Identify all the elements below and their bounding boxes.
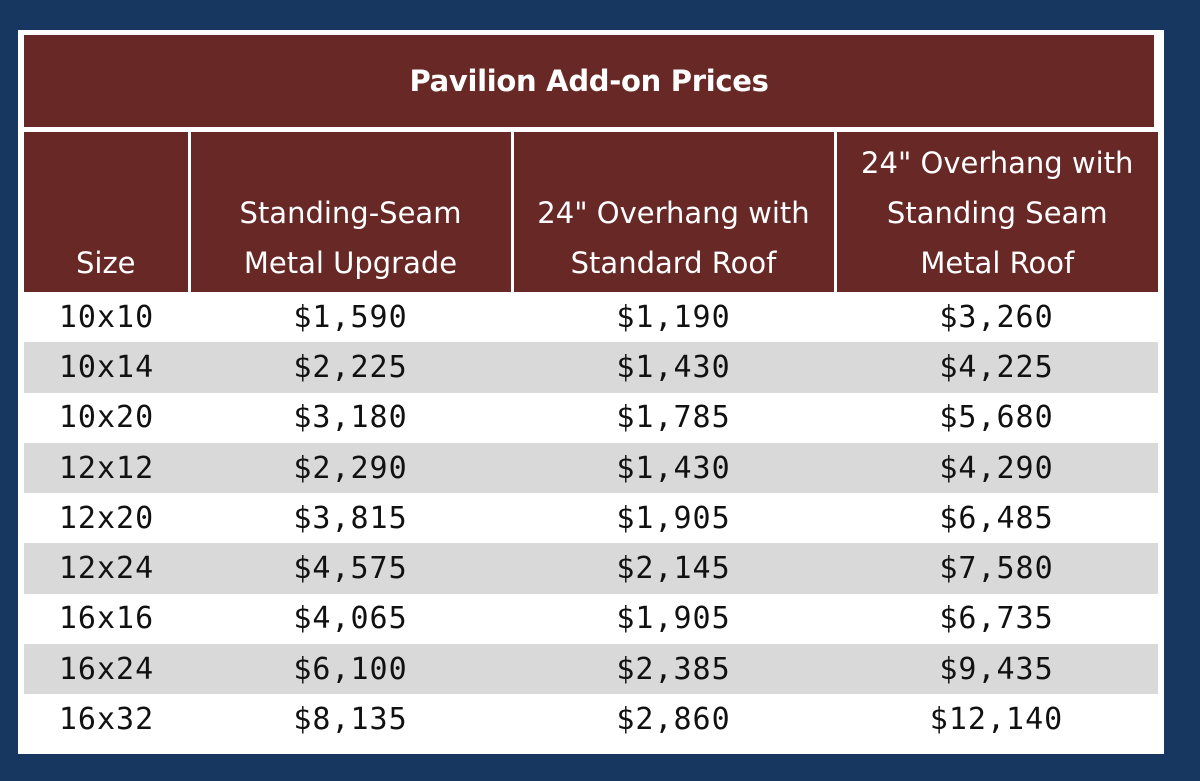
table-row: 16x32 $8,135 $2,860 $12,140	[24, 694, 1158, 745]
cell-overhang-metal-price: $6,485	[835, 493, 1158, 544]
cell-standing-seam-price: $8,135	[189, 694, 512, 745]
header-b-line-2: Standard Roof	[570, 246, 777, 280]
cell-size: 10x14	[24, 342, 189, 393]
cell-size: 16x24	[24, 644, 189, 695]
table-row: 12x20 $3,815 $1,905 $6,485	[24, 493, 1158, 544]
cell-standing-seam-price: $4,065	[189, 593, 512, 645]
cell-standing-seam-price: $2,290	[189, 442, 512, 494]
table-row: 10x10 $1,590 $1,190 $3,260	[24, 292, 1158, 343]
cell-standing-seam-price: $4,575	[189, 543, 512, 594]
cell-size: 16x32	[24, 694, 189, 745]
header-size: Size	[24, 132, 189, 292]
header-c-line-2: Standing Seam	[886, 196, 1108, 230]
cell-size: 16x16	[24, 593, 189, 645]
header-overhang-standard: 24" Overhang with Standard Roof	[510, 132, 835, 292]
cell-overhang-metal-price: $3,260	[835, 292, 1158, 343]
cell-overhang-standard-price: $1,430	[512, 342, 835, 393]
cell-overhang-standard-price: $2,145	[512, 543, 835, 594]
cell-overhang-metal-price: $7,580	[835, 543, 1158, 594]
table-row: 10x20 $3,180 $1,785 $5,680	[24, 392, 1158, 443]
cell-overhang-standard-price: $1,190	[512, 292, 835, 343]
header-a-line-1: Standing-Seam	[239, 196, 462, 230]
cell-overhang-standard-price: $1,905	[512, 593, 835, 645]
cell-overhang-standard-price: $2,860	[512, 694, 835, 745]
cell-overhang-standard-price: $1,785	[512, 392, 835, 443]
table-body: 10x10 $1,590 $1,190 $3,260 10x14 $2,225 …	[24, 292, 1158, 745]
cell-standing-seam-price: $6,100	[189, 644, 512, 695]
cell-overhang-metal-price: $9,435	[835, 644, 1158, 695]
header-overhang-metal: 24" Overhang with Standing Seam Metal Ro…	[833, 132, 1158, 292]
price-table: Size Standing-Seam Metal Upgrade 24" Ove…	[24, 132, 1158, 745]
table-row: 10x14 $2,225 $1,430 $4,225	[24, 342, 1158, 393]
header-b-line-1: 24" Overhang with	[537, 196, 810, 230]
cell-size: 10x20	[24, 392, 189, 443]
header-c-line-3: Metal Roof	[920, 246, 1075, 280]
table-row: 12x24 $4,575 $2,145 $7,580	[24, 543, 1158, 594]
cell-overhang-standard-price: $1,905	[512, 493, 835, 544]
table-title: Pavilion Add-on Prices	[24, 35, 1154, 127]
header-standing-seam-upgrade: Standing-Seam Metal Upgrade	[187, 132, 512, 292]
header-row: Size Standing-Seam Metal Upgrade 24" Ove…	[24, 132, 1158, 292]
cell-overhang-metal-price: $4,290	[835, 442, 1158, 494]
table-row: 12x12 $2,290 $1,430 $4,290	[24, 442, 1158, 494]
cell-overhang-metal-price: $5,680	[835, 392, 1158, 443]
header-size-label: Size	[75, 246, 136, 280]
header-c-line-1: 24" Overhang with	[861, 146, 1134, 180]
cell-overhang-metal-price: $6,735	[835, 593, 1158, 645]
cell-standing-seam-price: $2,225	[189, 342, 512, 393]
cell-standing-seam-price: $3,180	[189, 392, 512, 443]
price-table-frame: Pavilion Add-on Prices Size Standing-Sea…	[18, 30, 1164, 754]
header-a-line-2: Metal Upgrade	[243, 246, 458, 280]
cell-size: 12x24	[24, 543, 189, 594]
cell-size: 10x10	[24, 292, 189, 343]
cell-standing-seam-price: $1,590	[189, 292, 512, 343]
cell-overhang-standard-price: $1,430	[512, 442, 835, 494]
cell-size: 12x12	[24, 442, 189, 494]
cell-overhang-metal-price: $4,225	[835, 342, 1158, 393]
cell-standing-seam-price: $3,815	[189, 493, 512, 544]
table-row: 16x24 $6,100 $2,385 $9,435	[24, 644, 1158, 695]
cell-overhang-standard-price: $2,385	[512, 644, 835, 695]
cell-overhang-metal-price: $12,140	[835, 694, 1158, 745]
cell-size: 12x20	[24, 493, 189, 544]
table-row: 16x16 $4,065 $1,905 $6,735	[24, 593, 1158, 645]
